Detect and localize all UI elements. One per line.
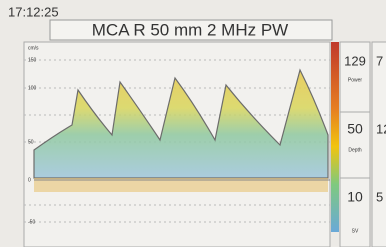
side-value: 12	[376, 121, 386, 136]
axis-label: 50	[28, 139, 34, 145]
power-label: Power	[348, 77, 363, 83]
depth-value: 50	[347, 121, 363, 137]
unit: cm/s	[28, 45, 39, 51]
side-value: 7	[376, 53, 383, 68]
screen: 17:12:25 MCA R 50 mm 2 MHz PW cm/s 150 1…	[0, 0, 386, 247]
sv-value: 10	[347, 189, 363, 205]
depth-label: Depth	[348, 147, 362, 153]
time: 17:12:25	[8, 4, 59, 19]
side-panel	[372, 42, 386, 247]
axis-label: -50	[28, 219, 35, 225]
axis-label: 0	[28, 177, 31, 183]
panel	[340, 42, 370, 247]
color-bar	[331, 42, 339, 232]
page: {"header": {"time": "17:12:25", "title":…	[0, 0, 386, 247]
title: MCA R 50 mm 2 MHz PW	[92, 20, 288, 39]
sv-label: SV	[352, 228, 359, 234]
axis-label: 150	[28, 57, 37, 63]
side-value: 5	[376, 189, 383, 204]
axis-label: 100	[28, 85, 37, 91]
power-value: 129	[344, 53, 366, 68]
